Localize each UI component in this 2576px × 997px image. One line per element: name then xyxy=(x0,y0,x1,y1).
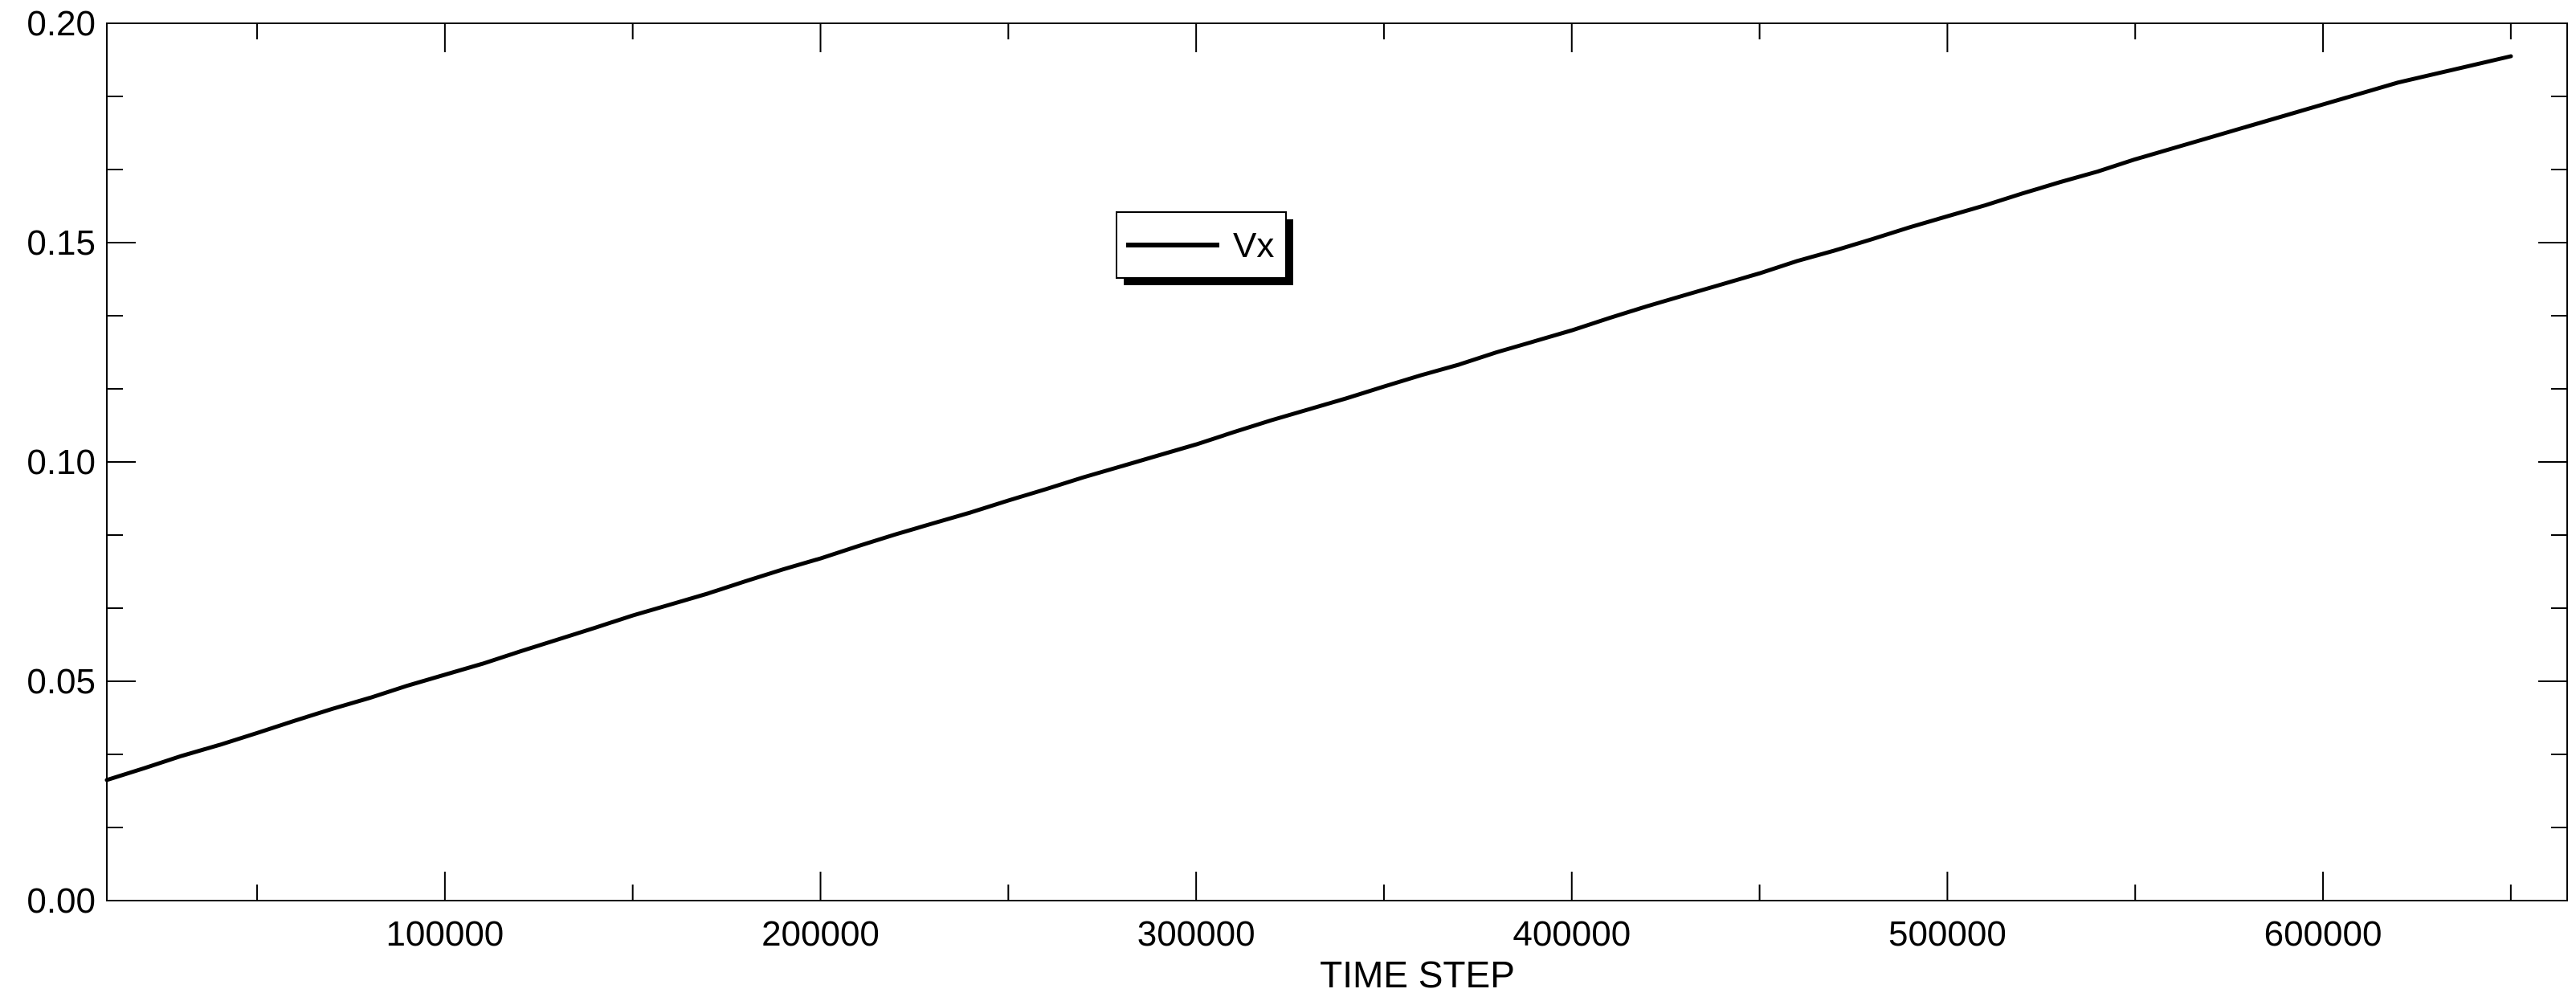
y-tick-label: 0.15 xyxy=(27,223,96,263)
x-tick-label: 400000 xyxy=(1513,914,1631,954)
tick-labels: 100000 200000 300000 400000 500000 600000 0.00… xyxy=(27,4,2382,954)
x-axis-title: TIME STEP xyxy=(1320,954,1515,995)
x-tick-label: 300000 xyxy=(1137,914,1255,954)
x-tick-label: 500000 xyxy=(1888,914,2007,954)
y-tick-label: 0.20 xyxy=(27,4,96,43)
y-tick-label: 0.00 xyxy=(27,881,96,921)
x-tick-label: 200000 xyxy=(761,914,880,954)
series-line-vx xyxy=(104,54,2513,782)
y-tick-label: 0.10 xyxy=(27,443,96,482)
legend-label-vx: Vx xyxy=(1233,226,1274,265)
x-tick-label: 100000 xyxy=(386,914,504,954)
y-tick-label: 0.05 xyxy=(27,662,96,701)
series-layer xyxy=(104,54,2513,782)
legend: Vx xyxy=(1116,211,1293,285)
x-tick-label: 600000 xyxy=(2264,914,2382,954)
plot-frame xyxy=(106,22,2568,901)
tick-marks xyxy=(107,22,2567,901)
